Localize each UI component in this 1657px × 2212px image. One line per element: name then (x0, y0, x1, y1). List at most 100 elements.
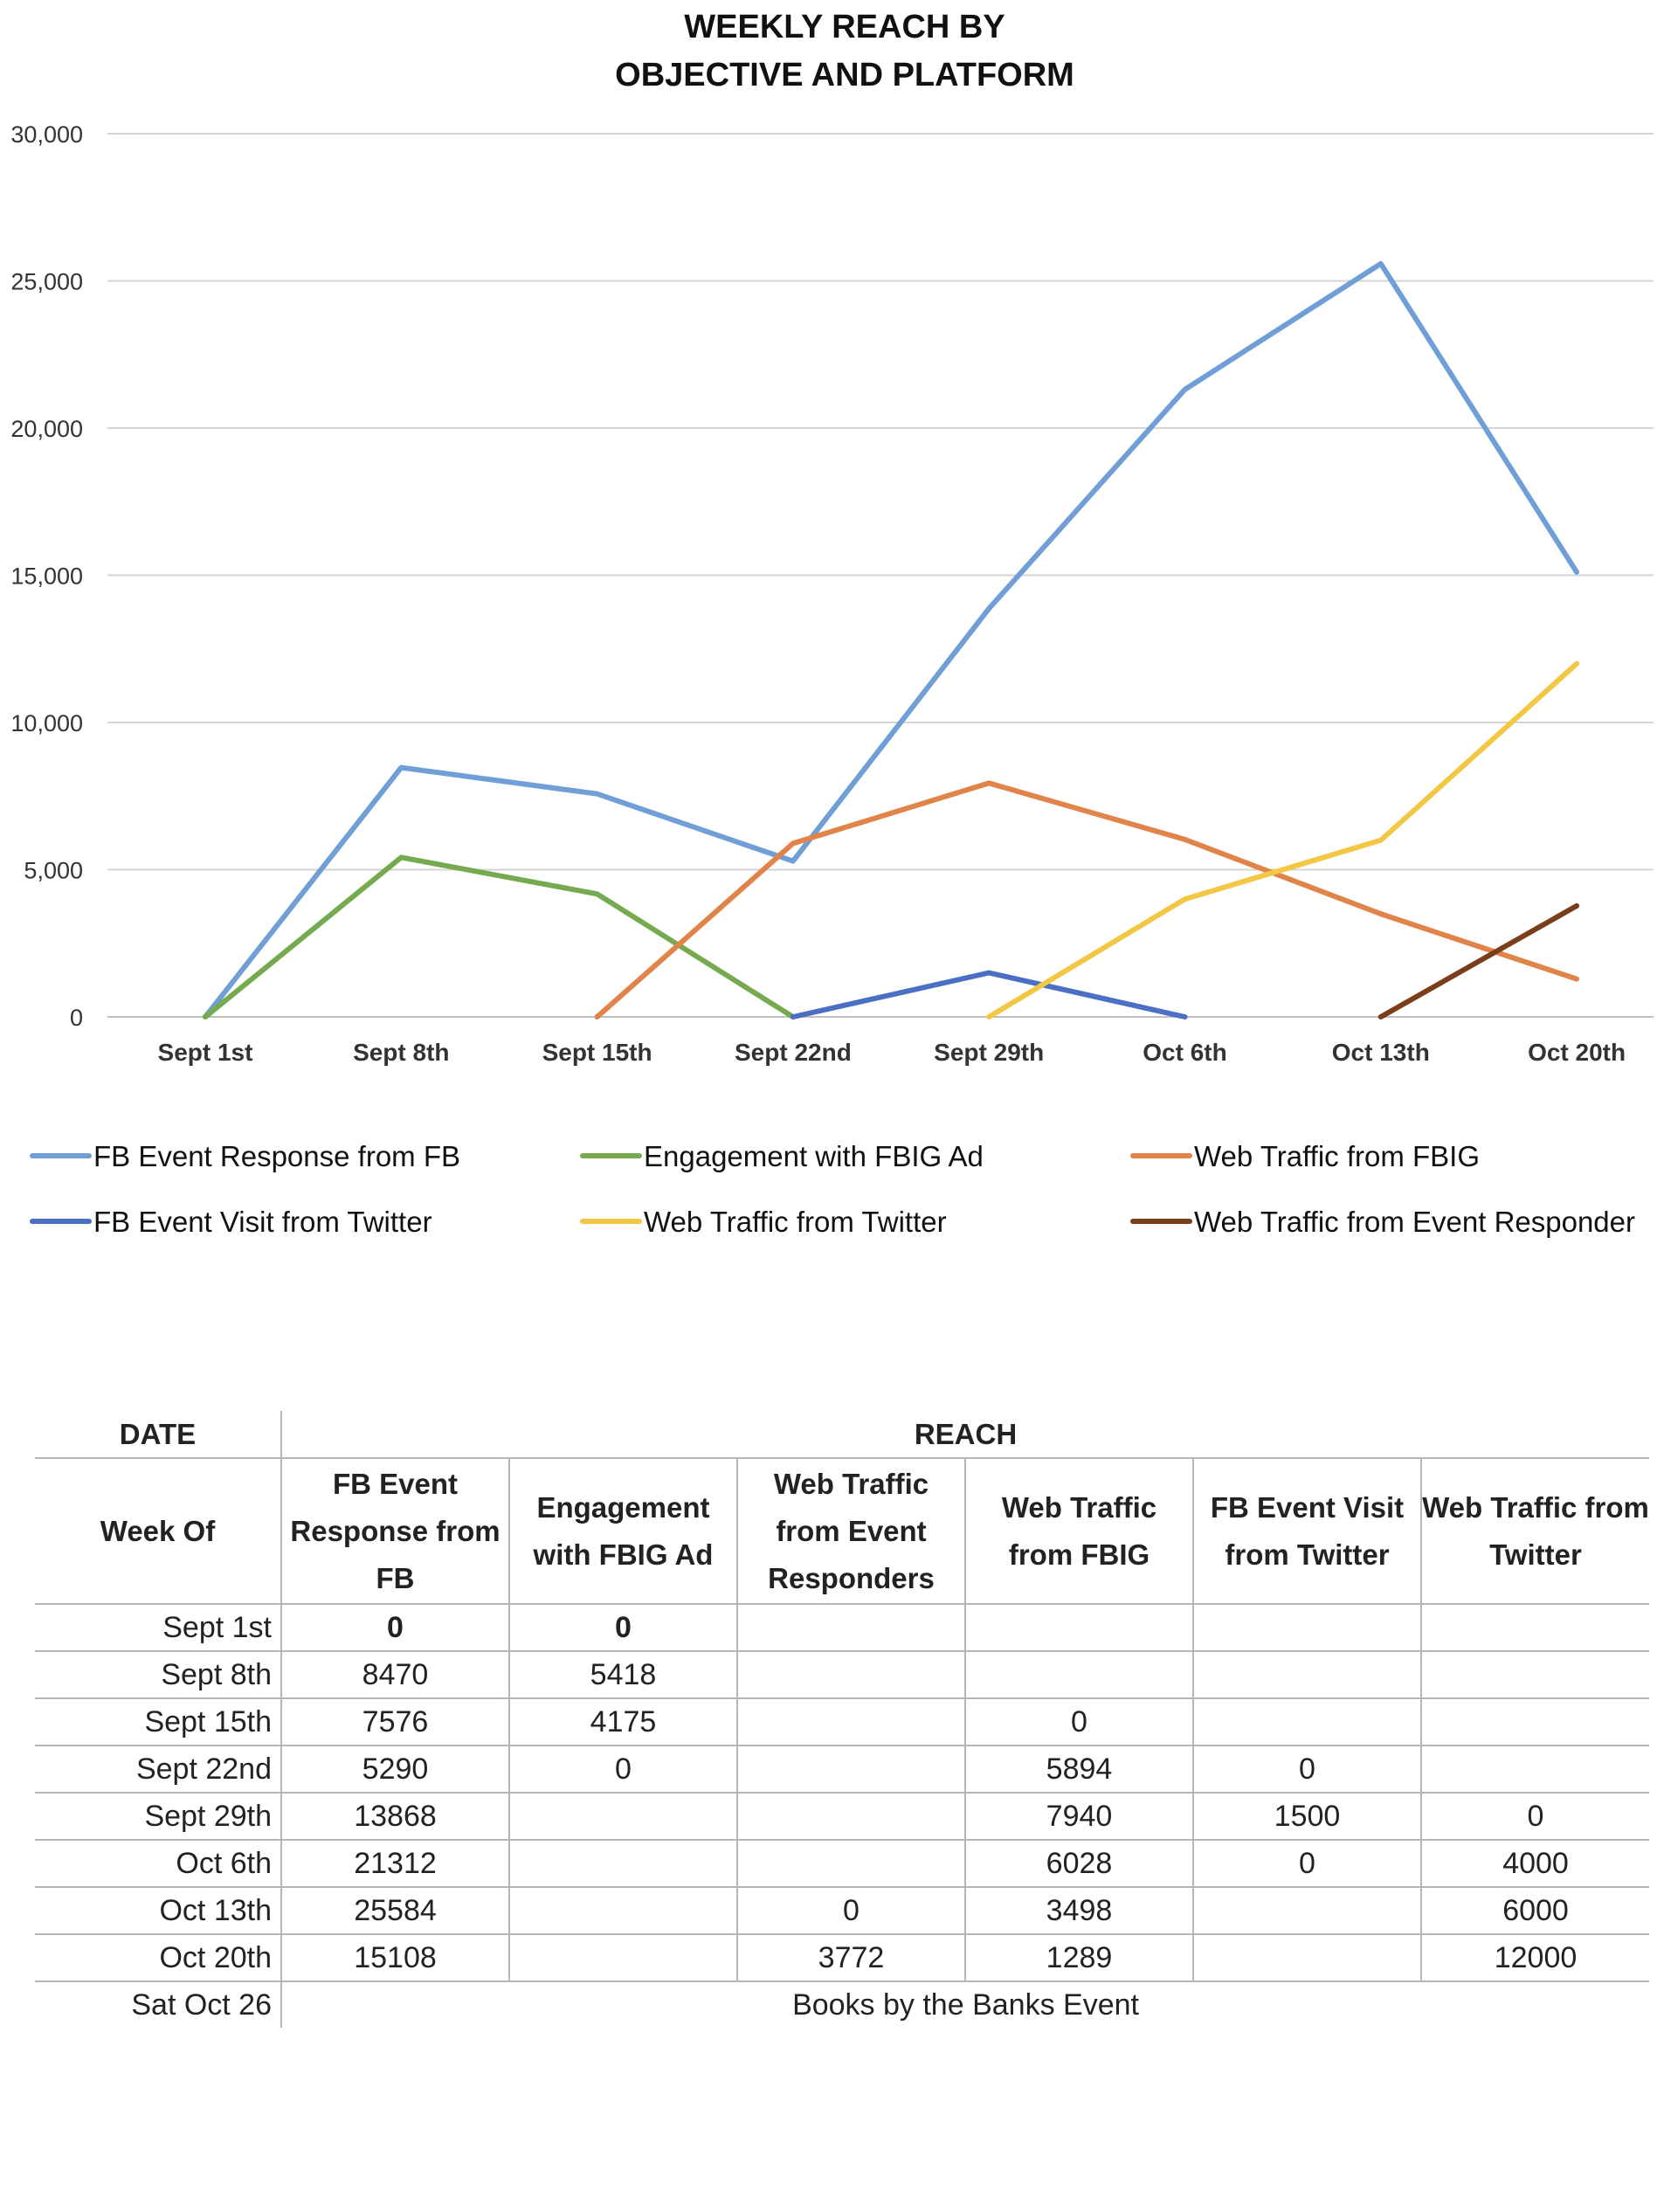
week-date-cell: Sept 15th (35, 1697, 282, 1746)
reach-value-cell (736, 1697, 966, 1746)
reach-value-cell: 3498 (964, 1886, 1194, 1935)
reach-value-cell: 0 (1192, 1839, 1422, 1888)
y-tick-label: 20,000 (10, 416, 83, 442)
reach-value-cell (508, 1886, 738, 1935)
table-row: Oct 6th 21312 6028 0 4000 (35, 1839, 1650, 1888)
date-header: DATE (35, 1411, 282, 1459)
chart-title-line-2: OBJECTIVE AND PLATFORM (615, 57, 1074, 93)
reach-value-cell (964, 1603, 1194, 1652)
reach-value-cell: 0 (508, 1745, 738, 1794)
legend-label: FB Event Response from FB (93, 1140, 460, 1172)
reach-value-cell (736, 1603, 966, 1652)
y-tick-label: 15,000 (10, 563, 83, 590)
reach-value-cell (1419, 1697, 1650, 1746)
reach-value-cell: 0 (964, 1697, 1194, 1746)
column-header: FB Event Visit from Twitter (1192, 1457, 1422, 1605)
week-date-cell: Sept 1st (35, 1603, 282, 1652)
reach-value-cell (508, 1933, 738, 1982)
reach-header: REACH (280, 1411, 1650, 1459)
x-tick-label: Oct 20th (1528, 1039, 1626, 1066)
week-date-cell: Sept 22nd (35, 1745, 282, 1794)
reach-value-cell: 5894 (964, 1745, 1194, 1794)
legend-label: Web Traffic from Twitter (644, 1206, 947, 1238)
x-tick-label: Oct 6th (1143, 1039, 1226, 1066)
column-header: Engagement with FBIG Ad (508, 1457, 738, 1605)
x-tick-label: Sept 8th (353, 1039, 449, 1066)
reach-value-cell: 0 (280, 1603, 510, 1652)
table-header-row-2: Week Of FB Event Response from FB Engage… (35, 1457, 1650, 1605)
reach-value-cell (1192, 1697, 1422, 1746)
reach-value-cell: 6028 (964, 1839, 1194, 1888)
table-row: Oct 20th 15108 3772 1289 12000 (35, 1933, 1650, 1982)
reach-value-cell (736, 1745, 966, 1794)
series-line (986, 660, 1580, 1020)
reach-value-cell: 7576 (280, 1697, 510, 1746)
reach-value-cell (1419, 1603, 1650, 1652)
reach-value-cell: 5290 (280, 1745, 510, 1794)
reach-value-cell (964, 1650, 1194, 1699)
week-date-cell: Oct 20th (35, 1933, 282, 1982)
table-row: Sept 1st 0 0 (35, 1603, 1650, 1652)
reach-value-cell: 0 (1192, 1745, 1422, 1794)
reach-value-cell: 1500 (1192, 1792, 1422, 1841)
legend-label: FB Event Visit from Twitter (93, 1206, 432, 1238)
series-line (203, 854, 796, 1020)
event-row: Sat Oct 26 Books by the Banks Event (35, 1980, 1650, 2028)
x-tick-label: Sept 1st (158, 1039, 253, 1066)
table-row: Sept 29th 13868 7940 1500 0 (35, 1792, 1650, 1841)
reach-value-cell (1192, 1933, 1422, 1982)
reach-value-cell: 0 (736, 1886, 966, 1935)
y-tick-label: 0 (70, 1005, 83, 1031)
reach-value-cell: 1289 (964, 1933, 1194, 1982)
legend-label: Web Traffic from FBIG (1194, 1140, 1480, 1172)
reach-value-cell: 5418 (508, 1650, 738, 1699)
reach-value-cell (736, 1650, 966, 1699)
x-tick-label: Sept 29th (934, 1039, 1044, 1066)
reach-value-cell (1419, 1650, 1650, 1699)
reach-value-cell: 4175 (508, 1697, 738, 1746)
series-line (1377, 902, 1580, 1020)
reach-value-cell (508, 1839, 738, 1888)
reach-value-cell (1192, 1886, 1422, 1935)
table-row: Sept 8th 8470 5418 (35, 1650, 1650, 1699)
reach-data-table: DATE REACH Week Of FB Event Response fro… (35, 1411, 1650, 2028)
reach-value-cell: 13868 (280, 1792, 510, 1841)
column-header: Web Traffic from Twitter (1419, 1457, 1650, 1605)
y-tick-label: 5,000 (24, 858, 83, 884)
week-date-cell: Sept 8th (35, 1650, 282, 1699)
reach-value-cell: 4000 (1419, 1839, 1650, 1888)
series-line (594, 780, 1580, 1020)
reach-value-cell: 6000 (1419, 1886, 1650, 1935)
series-line (790, 970, 1188, 1020)
reach-value-cell (736, 1839, 966, 1888)
table-row: Sept 15th 7576 4175 0 (35, 1697, 1650, 1746)
reach-value-cell (1192, 1650, 1422, 1699)
y-tick-label: 25,000 (10, 269, 83, 295)
reach-value-cell: 8470 (280, 1650, 510, 1699)
event-date: Sat Oct 26 (35, 1980, 282, 2028)
legend-label: Web Traffic from Event Responder (1194, 1206, 1635, 1238)
reach-value-cell (1419, 1745, 1650, 1794)
table-row: Sept 22nd 5290 0 5894 0 (35, 1745, 1650, 1794)
reach-value-cell (508, 1792, 738, 1841)
column-header: FB Event Response from FB (280, 1457, 510, 1605)
x-tick-label: Oct 13th (1332, 1039, 1430, 1066)
reach-value-cell: 0 (508, 1603, 738, 1652)
reach-value-cell: 25584 (280, 1886, 510, 1935)
reach-value-cell: 0 (1419, 1792, 1650, 1841)
week-date-cell: Oct 13th (35, 1886, 282, 1935)
reach-value-cell: 21312 (280, 1839, 510, 1888)
table-row: Oct 13th 25584 0 3498 6000 (35, 1886, 1650, 1935)
table-header-row-1: DATE REACH (35, 1411, 1650, 1459)
column-header: Web Traffic from FBIG (964, 1457, 1194, 1605)
x-tick-label: Sept 15th (542, 1039, 652, 1066)
week-of-header: Week Of (35, 1457, 282, 1605)
y-tick-label: 30,000 (10, 121, 83, 148)
reach-value-cell: 7940 (964, 1792, 1194, 1841)
x-tick-label: Sept 22nd (735, 1039, 852, 1066)
column-header: Web Traffic from Event Responders (736, 1457, 966, 1605)
event-label: Books by the Banks Event (280, 1980, 1650, 2028)
week-date-cell: Sept 29th (35, 1792, 282, 1841)
week-date-cell: Oct 6th (35, 1839, 282, 1888)
reach-value-cell: 15108 (280, 1933, 510, 1982)
